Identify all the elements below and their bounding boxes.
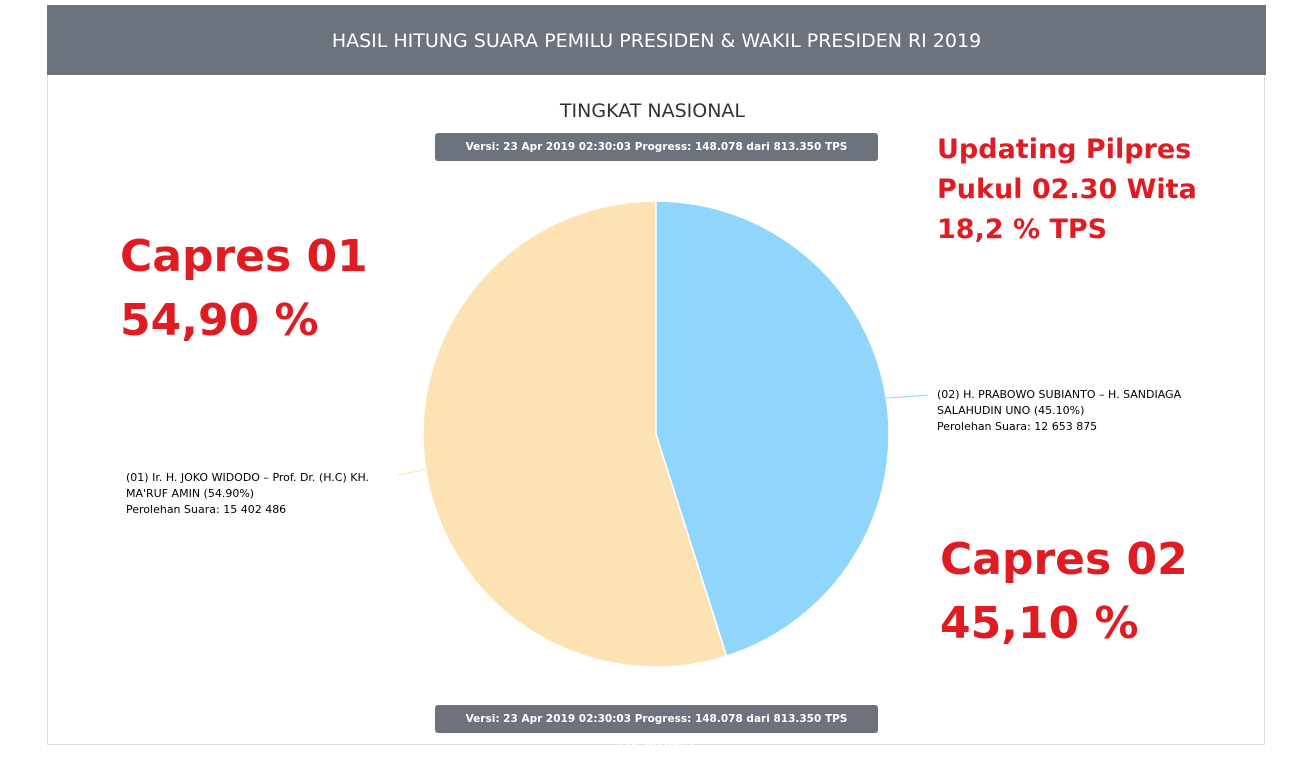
slice-label: (01) Ir. H. JOKO WIDODO – Prof. Dr. (H.C…	[126, 470, 396, 518]
annotation-line: 18,2 % TPS	[937, 214, 1108, 245]
label-percent: (54.90%)	[203, 487, 255, 500]
votes-label: Perolehan Suara:	[937, 420, 1031, 433]
votes-value: 15 402 486	[223, 503, 287, 516]
label-connector	[886, 394, 929, 399]
annotation-line: 54,90 %	[120, 295, 319, 346]
annotation: Capres 02 45,10 %	[940, 528, 1188, 656]
annotation: Updating Pilpres Pukul 02.30 Wita 18,2 %…	[937, 130, 1197, 250]
pie-slice	[655, 200, 890, 657]
page: HASIL HITUNG SUARA PEMILU PRESIDEN & WAK…	[47, 5, 1266, 745]
slice-label: (02) H. PRABOWO SUBIANTO – H. SANDIAGA S…	[937, 387, 1222, 435]
header-title: HASIL HITUNG SUARA PEMILU PRESIDEN & WAK…	[47, 5, 1266, 75]
annotation-line: Capres 01	[120, 231, 368, 282]
annotation-line: Pukul 02.30 Wita	[937, 174, 1197, 205]
chart-subtitle: TINGKAT NASIONAL	[559, 100, 746, 122]
votes-value: 12 653 875	[1034, 420, 1098, 433]
version-badge: Versi: 23 Apr 2019 02:30:03 Progress: 14…	[435, 133, 878, 181]
label-name: (01) Ir. H. JOKO WIDODO – Prof. Dr. (H.C…	[126, 471, 370, 500]
annotation-line: Capres 02	[940, 534, 1188, 585]
label-name: (02) H. PRABOWO SUBIANTO – H. SANDIAGA S…	[937, 388, 1182, 417]
annotation-line: Updating Pilpres	[937, 134, 1192, 165]
label-connector	[397, 469, 426, 476]
votes-label: Perolehan Suara:	[126, 503, 220, 516]
annotation: Capres 01 54,90 %	[120, 225, 368, 353]
label-percent: (45.10%)	[1033, 404, 1085, 417]
annotation-line: 45,10 %	[940, 598, 1139, 649]
pie-chart	[397, 200, 929, 668]
